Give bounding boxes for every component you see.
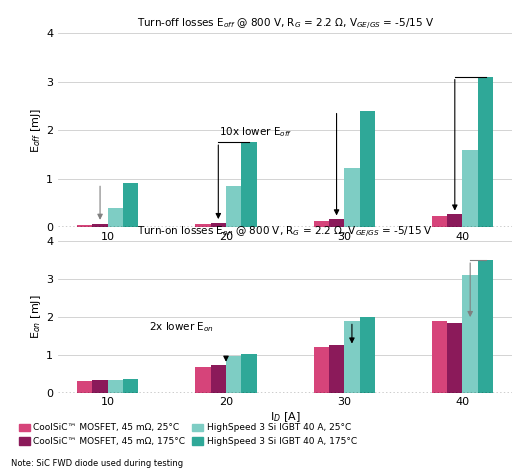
Text: 10x lower E$_{off}$: 10x lower E$_{off}$ (220, 125, 293, 139)
Bar (478, 260, 493, 393)
Bar (77, 225, 92, 227)
Bar (329, 219, 344, 227)
Bar (92, 380, 108, 393)
Bar (77, 381, 92, 393)
Bar (123, 184, 138, 227)
Text: Note: SiC FWD diode used during testing: Note: SiC FWD diode used during testing (11, 459, 183, 468)
Bar (211, 365, 226, 393)
Bar (344, 322, 360, 393)
Bar (329, 344, 344, 393)
Bar (241, 142, 257, 227)
Bar (314, 221, 329, 227)
Bar (432, 216, 447, 227)
Bar (360, 111, 375, 227)
Text: 2x lower E$_{on}$: 2x lower E$_{on}$ (149, 320, 214, 334)
Bar (447, 214, 463, 227)
Bar (226, 356, 241, 393)
X-axis label: I$_D$ [A]: I$_D$ [A] (270, 410, 300, 424)
Title: Turn-off losses E$_{off}$ @ 800 V, R$_G$ = 2.2 Ω, V$_{GE/GS}$ = -5/15 V: Turn-off losses E$_{off}$ @ 800 V, R$_G$… (137, 17, 433, 32)
Bar (478, 77, 493, 227)
X-axis label: I$_D$ [A]: I$_D$ [A] (270, 245, 300, 258)
Bar (344, 168, 360, 227)
Bar (447, 323, 463, 393)
Bar (314, 347, 329, 393)
Bar (195, 224, 211, 227)
Bar (463, 274, 478, 393)
Bar (195, 367, 211, 393)
Bar (241, 354, 257, 393)
Bar (211, 223, 226, 227)
Title: Turn-on losses E$_{on}$ @ 800 V, R$_G$ = 2.2 Ω, V$_{GE/GS}$ = -5/15 V: Turn-on losses E$_{on}$ @ 800 V, R$_G$ =… (137, 225, 433, 240)
Bar (463, 150, 478, 227)
Bar (123, 378, 138, 393)
Bar (92, 224, 108, 227)
Bar (432, 321, 447, 393)
Y-axis label: E$_{off}$ [mJ]: E$_{off}$ [mJ] (30, 107, 43, 153)
Bar (108, 208, 123, 227)
Legend: CoolSiC™ MOSFET, 45 mΩ, 25°C, CoolSiC™ MOSFET, 45 mΩ, 175°C, HighSpeed 3 Si IGBT: CoolSiC™ MOSFET, 45 mΩ, 25°C, CoolSiC™ M… (15, 420, 361, 449)
Bar (108, 380, 123, 393)
Y-axis label: E$_{on}$ [mJ]: E$_{on}$ [mJ] (30, 295, 43, 339)
Bar (226, 186, 241, 227)
Bar (360, 317, 375, 393)
